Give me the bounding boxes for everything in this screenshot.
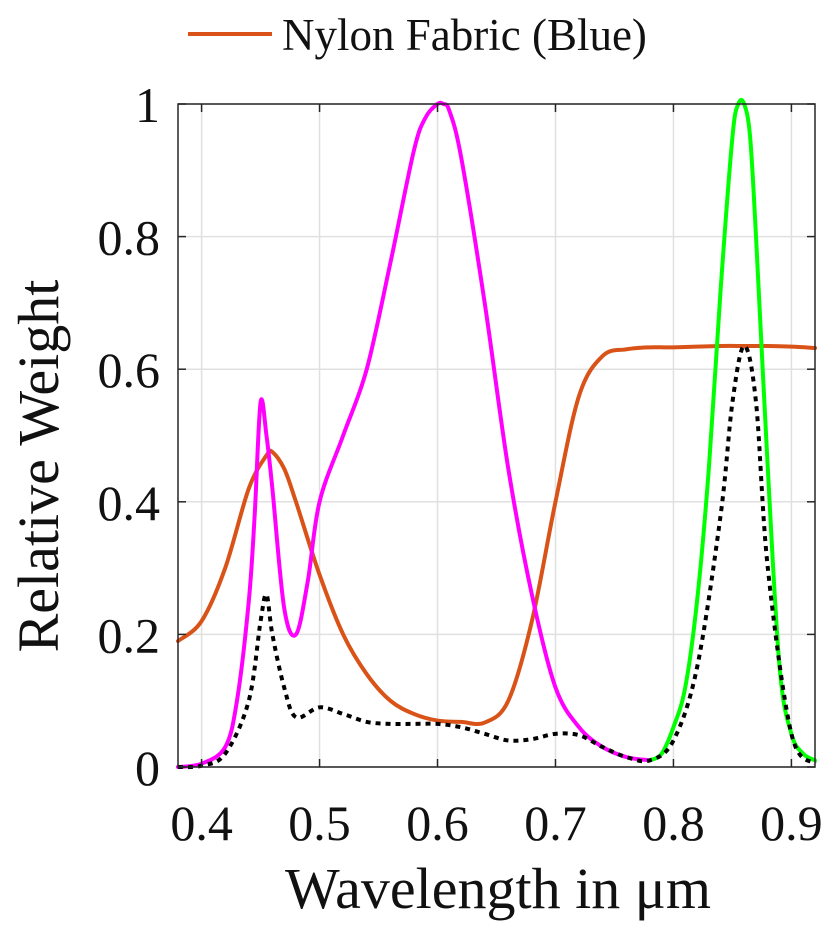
x-tick-label: 0.5 [288,795,351,851]
series-group [176,97,817,770]
x-tick-label: 0.8 [642,795,705,851]
y-tick-label: 0.4 [98,475,161,531]
series-black-dotted-line [177,344,817,770]
legend-label-nylon-fabric: Nylon Fabric (Blue) [282,10,647,60]
y-tick-label: 0.2 [98,607,161,663]
y-tick-label: 0.8 [98,210,161,266]
x-tick-label: 0.4 [170,795,233,851]
x-axis-label: Wavelength in μm [285,856,711,921]
x-tick-label: 0.7 [524,795,587,851]
x-tick-label: 0.6 [406,795,469,851]
series-nylon-fabric-line [176,343,817,727]
x-tick-label: 0.9 [760,795,823,851]
series-magenta-line [176,100,652,769]
series-green-line [647,97,817,763]
plot-frame [177,103,816,768]
y-tick-label: 0.6 [98,342,161,398]
y-axis-label: Relative Weight [6,280,71,653]
legend: Nylon Fabric (Blue) [188,10,647,60]
y-tick-label: 0 [135,740,160,796]
grid [178,103,815,768]
ticks: 0.4 0.5 0.6 0.7 0.8 0.9 0 0.2 0.4 0.6 0.8 1 [98,77,823,851]
y-tick-label: 1 [135,77,160,133]
